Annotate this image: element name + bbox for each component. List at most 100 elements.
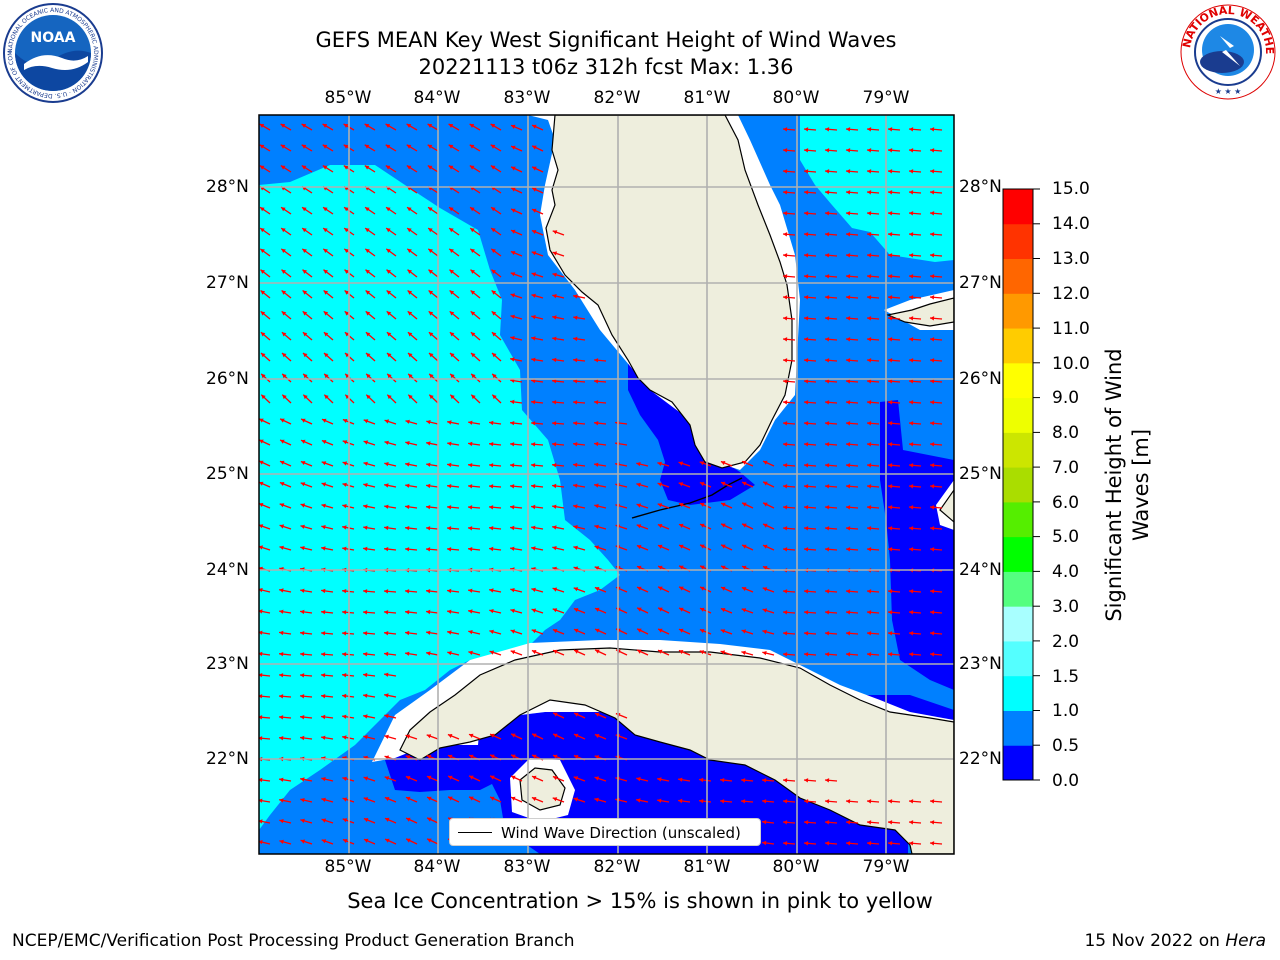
wind-wave-arrowhead	[742, 481, 747, 486]
wind-wave-arrowhead	[846, 190, 851, 195]
map-frame	[258, 114, 955, 855]
wind-wave-arrowhead	[300, 798, 305, 803]
wind-wave-arrowhead	[259, 694, 263, 699]
wind-wave-arrowhead	[930, 127, 935, 132]
wind-wave-arrowhead	[408, 394, 413, 400]
wind-wave-arrowhead	[386, 311, 392, 316]
wind-wave-arrowhead	[532, 775, 537, 780]
wind-wave-arrowhead	[365, 248, 370, 253]
wind-wave-arrowhead	[447, 462, 452, 468]
wind-wave-arrowhead	[762, 629, 767, 634]
wind-wave-arrowhead	[741, 629, 747, 634]
wind-wave-arrowhead	[573, 776, 579, 781]
wind-wave-arrowhead	[406, 817, 411, 822]
wind-wave-arrowhead	[363, 504, 368, 509]
wind-wave-arrowhead	[552, 797, 558, 802]
lat-label-left-28n: 28°N	[206, 177, 249, 197]
wind-wave-arrowhead	[447, 526, 452, 531]
wind-wave-arrowhead	[930, 484, 935, 489]
wind-wave-arrowhead	[470, 248, 475, 253]
wind-wave-arrowhead	[783, 169, 788, 174]
wind-wave-arrowhead	[825, 610, 830, 615]
wind-wave-arrowhead	[846, 379, 851, 384]
colorbar-tick-0: 0.0	[1052, 771, 1080, 791]
lat-label-right-26n: 26°N	[959, 369, 1002, 389]
wind-wave-arrowhead	[365, 207, 370, 212]
wind-wave-arrowhead	[491, 332, 497, 337]
wind-wave-arrowhead	[531, 272, 537, 277]
wind-wave-arrowhead	[531, 608, 537, 613]
wind-wave-arrowhead	[700, 586, 705, 591]
wind-wave-arrowhead	[321, 652, 326, 657]
wind-wave-arrowhead	[846, 232, 851, 237]
wind-wave-arrowhead	[342, 673, 347, 678]
wind-wave-arrowhead	[846, 463, 851, 468]
colorbar-swatch	[1003, 745, 1033, 781]
wind-wave-arrowhead	[490, 733, 495, 738]
wind-wave-arrowhead	[302, 332, 308, 337]
wind-wave-arrowhead	[384, 672, 389, 677]
wind-wave-arrowhead	[867, 358, 872, 363]
wind-wave-arrowhead	[825, 148, 830, 153]
wind-wave-arrowhead	[426, 526, 431, 531]
colorbar-swatch	[1003, 675, 1033, 711]
wind-wave-arrowhead	[846, 148, 851, 153]
wind-wave-arrowhead	[259, 736, 263, 741]
colorbar-swatch	[1003, 362, 1033, 399]
wind-wave-arrowhead	[825, 421, 830, 426]
wind-wave-arrowhead	[867, 589, 872, 594]
wind-wave-arrowhead	[825, 274, 830, 279]
wind-wave-arrowhead	[783, 652, 788, 657]
colorbar-tick-0p5: 0.5	[1052, 736, 1080, 756]
wind-wave-arrowhead	[429, 373, 434, 379]
noaa-logo-text: NOAA	[31, 30, 76, 46]
wind-wave-arrowhead	[491, 290, 497, 295]
wind-wave-arrowhead	[552, 230, 558, 235]
wind-wave-arrowhead	[846, 799, 851, 804]
wind-wave-arrowhead	[594, 776, 600, 781]
wind-wave-arrowhead	[405, 610, 410, 615]
wind-wave-arrowhead	[322, 144, 328, 149]
wind-wave-arrowhead	[783, 337, 788, 342]
wind-wave-arrowhead	[552, 546, 557, 551]
wind-wave-arrowhead	[552, 776, 558, 781]
lon-label-bottom-85w: 85°W	[324, 857, 372, 877]
wind-wave-arrowhead	[825, 442, 830, 447]
wind-wave-arrowhead	[909, 337, 914, 342]
wind-wave-arrowhead	[867, 820, 872, 825]
wind-wave-arrowhead	[384, 714, 389, 719]
wind-wave-arrowhead	[552, 525, 557, 530]
wind-wave-arrowhead	[301, 439, 306, 444]
wind-wave-arrowhead	[804, 652, 809, 657]
wind-wave-arrowhead	[700, 565, 705, 570]
wind-wave-arrowhead	[321, 546, 326, 551]
wind-wave-arrowhead	[468, 505, 473, 510]
wind-wave-arrowhead	[804, 232, 809, 237]
wind-wave-arrowhead	[804, 589, 809, 594]
wind-wave-arrowhead	[426, 755, 432, 760]
wind-wave-arrowhead	[321, 525, 326, 530]
wind-wave-arrowhead	[323, 332, 329, 337]
wind-wave-arrowhead	[364, 838, 369, 843]
wind-wave-arrowhead	[342, 504, 347, 509]
wind-wave-arrowhead	[384, 693, 389, 698]
wind-wave-arrowhead	[888, 799, 893, 804]
wind-wave-arrowhead	[489, 420, 494, 426]
colorbar-swatch	[1003, 501, 1033, 538]
wind-wave-arrowhead	[300, 524, 305, 529]
wind-wave-arrowhead	[721, 565, 726, 570]
colorbar-tick-14: 14.0	[1052, 214, 1090, 234]
wind-wave-arrowhead	[510, 650, 516, 655]
wind-wave-arrowhead	[406, 144, 412, 149]
wind-wave-arrowhead	[448, 796, 453, 801]
lon-label-bottom-80w: 80°W	[772, 857, 820, 877]
wind-wave-arrowhead	[531, 504, 536, 510]
wind-wave-arrowhead	[282, 353, 287, 358]
wind-wave-arrowhead	[489, 588, 494, 593]
wind-wave-arrowhead	[909, 211, 914, 216]
wind-wave-arrowhead	[384, 734, 389, 739]
wind-wave-arrowhead	[909, 400, 914, 405]
wind-wave-arrowhead	[573, 504, 578, 509]
wind-wave-arrowhead	[783, 127, 788, 132]
wind-wave-arrowhead	[343, 144, 349, 149]
